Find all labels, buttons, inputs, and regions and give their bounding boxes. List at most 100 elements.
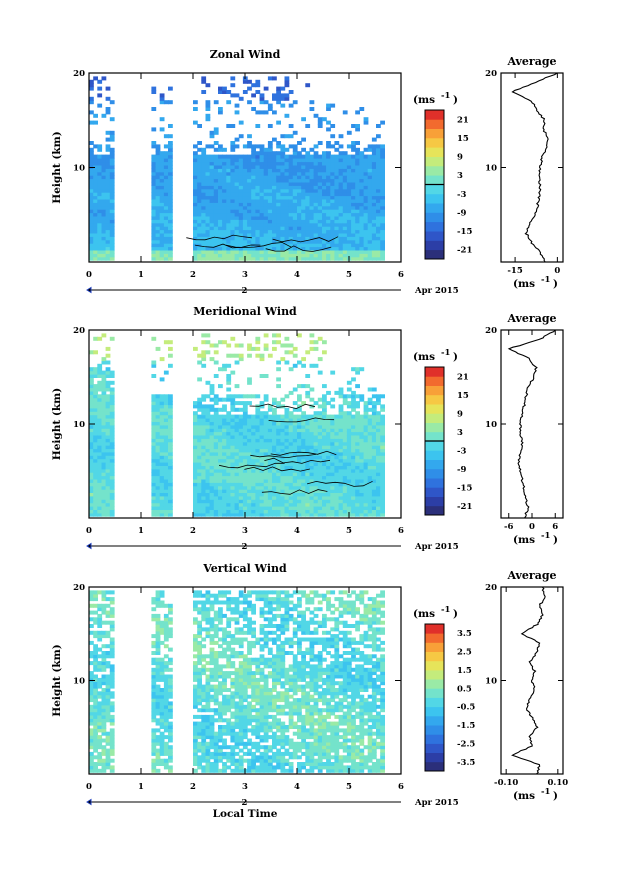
- heatmap-cell: [288, 475, 294, 480]
- heatmap-cell: [205, 600, 211, 605]
- heatmap-cell: [272, 431, 277, 436]
- heatmap-cell: [213, 168, 219, 173]
- heatmap-cell: [151, 765, 157, 770]
- heatmap-cell: [276, 421, 281, 426]
- heatmap-cell: [193, 725, 198, 729]
- heatmap-cell: [342, 431, 348, 436]
- heatmap-cell: [363, 411, 369, 416]
- heatmap-cell: [213, 495, 219, 500]
- heatmap-cell: [263, 434, 269, 439]
- colorbar-swatch: [425, 193, 444, 204]
- heatmap-cell: [101, 246, 107, 251]
- heatmap-cell: [205, 215, 211, 220]
- heatmap-cell: [292, 188, 298, 193]
- heatmap-cell: [334, 499, 340, 504]
- heatmap-cell: [334, 428, 340, 433]
- heatmap-cell: [380, 192, 385, 197]
- heatmap-cell: [213, 374, 219, 378]
- heatmap-cell: [209, 708, 215, 713]
- heatmap-cell: [97, 630, 103, 635]
- heatmap-cell: [151, 195, 157, 200]
- heatmap-cell: [93, 404, 98, 409]
- colorbar-tick-label: -21: [457, 502, 472, 512]
- heatmap-cell: [163, 441, 169, 446]
- heatmap-cell: [168, 86, 173, 91]
- heatmap-cell: [89, 246, 94, 251]
- heatmap-cell: [205, 195, 211, 200]
- heatmap-cell: [334, 178, 340, 183]
- heatmap-cell: [197, 404, 202, 409]
- heatmap-cell: [330, 506, 336, 510]
- heatmap-cell: [276, 185, 281, 190]
- heatmap-cell: [101, 661, 107, 666]
- heatmap-cell: [97, 411, 103, 416]
- heatmap-cell: [97, 472, 103, 477]
- heatmap-cell: [168, 229, 173, 234]
- heatmap-cell: [168, 674, 173, 679]
- heatmap-cell: [305, 243, 311, 248]
- heatmap-cell: [101, 698, 107, 703]
- colorbar-swatch: [425, 165, 444, 176]
- heatmap-cell: [280, 212, 286, 217]
- heatmap-cell: [201, 748, 207, 753]
- heatmap-cell: [234, 489, 240, 493]
- colorbar-swatch: [425, 459, 444, 470]
- heatmap-cell: [367, 499, 373, 504]
- heatmap-cell: [209, 489, 215, 493]
- heatmap-cell: [168, 627, 173, 632]
- heatmap-cell: [201, 704, 207, 709]
- heatmap-cell: [163, 451, 169, 456]
- heatmap-cell: [263, 333, 269, 338]
- heatmap-cell: [259, 438, 265, 443]
- heatmap-cell: [205, 394, 211, 399]
- heatmap-cell: [272, 428, 277, 433]
- heatmap-cell: [163, 243, 169, 248]
- heatmap-cell: [193, 239, 198, 244]
- heatmap-cell: [201, 226, 207, 231]
- heatmap-cell: [301, 219, 306, 224]
- heatmap-cell: [309, 340, 315, 345]
- heatmap-cell: [93, 472, 98, 477]
- heatmap-cell: [197, 762, 202, 766]
- heatmap-cell: [226, 502, 232, 507]
- heatmap-cell: [330, 239, 336, 244]
- heatmap-cell: [263, 424, 269, 429]
- heatmap-cell: [330, 171, 336, 176]
- heatmap-cell: [284, 360, 290, 365]
- heatmap-cell: [93, 350, 98, 355]
- heatmap-cell: [93, 704, 98, 709]
- heatmap-cell: [297, 360, 302, 365]
- heatmap-cell: [209, 164, 215, 169]
- heatmap-cell: [301, 472, 306, 477]
- heatmap-cell: [193, 694, 198, 699]
- heatmap-cell: [234, 407, 240, 412]
- heatmap-cell: [205, 154, 211, 159]
- heatmap-cell: [267, 171, 273, 176]
- heatmap-cell: [276, 256, 281, 261]
- heatmap-cell: [346, 455, 352, 460]
- heatmap-cell: [351, 428, 356, 433]
- heatmap-cell: [168, 458, 173, 463]
- heatmap-cell: [238, 96, 244, 101]
- heatmap-cell: [305, 506, 311, 510]
- heatmap-cell: [376, 465, 381, 470]
- heatmap-cell: [209, 451, 215, 456]
- heatmap-cell: [317, 465, 323, 470]
- heatmap-cell: [193, 667, 198, 672]
- heatmap-cell: [247, 192, 252, 197]
- heatmap-cell: [255, 441, 261, 446]
- heatmap-cell: [247, 86, 252, 91]
- heatmap-cell: [242, 445, 248, 450]
- heatmap-cell: [259, 171, 265, 176]
- heatmap-cell: [355, 127, 360, 132]
- heatmap-cell: [234, 175, 240, 180]
- heatmap-cell: [89, 164, 94, 169]
- heatmap-cell: [272, 171, 277, 176]
- heatmap-cell: [247, 134, 252, 139]
- heatmap-cell: [205, 495, 211, 500]
- heatmap-cell: [338, 202, 344, 207]
- heatmap-cell: [276, 239, 281, 244]
- heatmap-cell: [255, 79, 261, 84]
- heatmap-cell: [259, 472, 265, 477]
